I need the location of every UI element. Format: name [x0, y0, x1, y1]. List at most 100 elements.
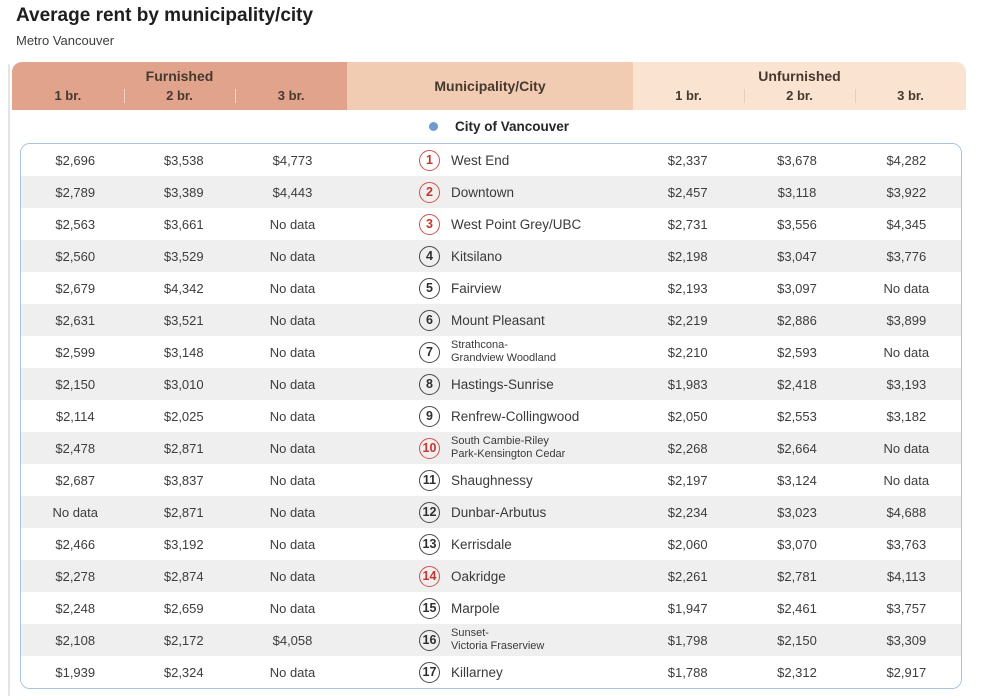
cell-unfurnished-2br: $2,461: [777, 600, 817, 616]
cell-furnished-3br: No data: [269, 344, 316, 360]
cell-unfurnished-1br: $2,210: [667, 344, 708, 360]
cell-unfurnished-3br: $4,345: [886, 216, 927, 232]
municipality-cell: 16 Sunset- Victoria Fraserview: [347, 627, 633, 653]
page-title: Average rent by municipality/city: [16, 5, 314, 26]
cell-furnished-2br: $2,025: [163, 408, 204, 424]
row-number-badge: 16: [419, 629, 440, 651]
cell-unfurnished-3br: $3,899: [886, 312, 927, 328]
table-row: $2,478 $2,871 No data 10 South Cambie-Ri…: [21, 432, 961, 464]
cell-furnished-2br: $3,837: [163, 472, 204, 488]
row-number-badge: 9: [419, 405, 440, 427]
cell-unfurnished-2br: $2,553: [777, 408, 817, 424]
cell-furnished-2br: $4,342: [163, 280, 204, 296]
cell-furnished-1br: $2,108: [55, 632, 96, 648]
cell-unfurnished-3br: No data: [883, 440, 930, 456]
cell-unfurnished-1br: $2,197: [667, 472, 708, 488]
header-group-unfurnished: Unfurnished 1 br. 2 br. 3 br.: [633, 62, 966, 110]
group-header-label: City of Vancouver: [455, 119, 570, 134]
cell-unfurnished-3br: $3,182: [886, 408, 927, 424]
cell-furnished-1br: $2,560: [55, 248, 96, 264]
table-row: $2,789 $3,389 $4,443 2 Downtown $2,457 $…: [21, 176, 961, 208]
table-row: $2,563 $3,661 No data 3 West Point Grey/…: [21, 208, 961, 240]
cell-unfurnished-2br: $2,886: [777, 312, 817, 328]
municipality-cell: 13 Kerrisdale: [347, 533, 633, 555]
cell-furnished-3br: No data: [269, 440, 316, 456]
table-row: $2,278 $2,874 No data 14 Oakridge $2,261…: [21, 560, 961, 592]
cell-furnished-3br: No data: [269, 408, 316, 424]
table-row: $2,687 $3,837 No data 11 Shaughnessy $2,…: [21, 464, 961, 496]
cell-unfurnished-3br: No data: [883, 344, 930, 360]
municipality-cell: 7 Strathcona- Grandview Woodland: [347, 339, 633, 365]
cell-unfurnished-3br: No data: [883, 472, 930, 488]
cell-furnished-1br: $2,466: [55, 536, 96, 552]
municipality-cell: 9 Renfrew-Collingwood: [347, 405, 633, 427]
cell-furnished-1br: $2,248: [55, 600, 96, 616]
cell-furnished-2br: $2,871: [163, 440, 204, 456]
row-number-badge: 11: [419, 469, 440, 491]
municipality-cell: 12 Dunbar-Arbutus: [347, 501, 633, 523]
cell-furnished-1br: $2,599: [55, 344, 96, 360]
municipality-cell: 10 South Cambie-Riley Park-Kensington Ced…: [347, 435, 633, 461]
cell-furnished-1br: $2,150: [55, 376, 96, 392]
municipality-cell: 2 Downtown: [347, 181, 633, 203]
header-group-municipality: Municipality/City: [347, 62, 633, 110]
cell-unfurnished-3br: $3,922: [886, 184, 927, 200]
cell-unfurnished-3br: $3,757: [886, 600, 927, 616]
cell-unfurnished-3br: No data: [883, 280, 930, 296]
group-header-cell: City of Vancouver: [347, 110, 633, 143]
municipality-name: Strathcona- Grandview Woodland: [451, 339, 556, 364]
unfurnished-1br-header: 1 br.: [675, 87, 702, 103]
municipality-cell: 1 West End: [347, 149, 633, 171]
cell-unfurnished-1br: $2,050: [667, 408, 708, 424]
row-number-badge: 1: [419, 149, 440, 171]
municipality-cell: 17 Killarney: [347, 661, 633, 683]
municipality-name: Sunset- Victoria Fraserview: [451, 627, 545, 652]
cell-unfurnished-2br: $3,023: [777, 504, 817, 520]
row-number-badge: 4: [419, 245, 440, 267]
cell-unfurnished-2br: $3,070: [777, 536, 817, 552]
header-group-furnished: Furnished 1 br. 2 br. 3 br.: [12, 62, 347, 110]
cell-furnished-1br: $2,687: [55, 472, 96, 488]
furnished-label: Furnished: [145, 67, 214, 84]
cell-furnished-2br: $3,661: [163, 216, 204, 232]
table-row: $2,599 $3,148 No data 7 Strathcona- Grand…: [21, 336, 961, 368]
municipality-name: South Cambie-Riley Park-Kensington Cedar: [451, 435, 566, 460]
cell-unfurnished-3br: $4,688: [886, 504, 927, 520]
municipality-name: Renfrew-Collingwood: [451, 408, 580, 424]
cell-furnished-3br: No data: [269, 504, 316, 520]
cell-furnished-2br: $2,324: [163, 664, 204, 680]
cell-unfurnished-2br: $2,150: [777, 632, 817, 648]
table-row: $2,150 $3,010 No data 8 Hastings-Sunrise…: [21, 368, 961, 400]
cell-furnished-3br: $4,773: [272, 152, 313, 168]
cell-furnished-1br: $2,114: [55, 408, 95, 424]
cell-furnished-1br: $2,679: [55, 280, 96, 296]
cell-unfurnished-3br: $4,282: [886, 152, 927, 168]
unfurnished-subheaders: 1 br. 2 br. 3 br.: [633, 86, 966, 108]
table-header: Furnished 1 br. 2 br. 3 br. Municipality…: [12, 62, 966, 110]
table-body: $2,696 $3,538 $4,773 1 West End $2,337 $…: [20, 143, 962, 689]
municipality-name: Kerrisdale: [451, 536, 512, 552]
cell-unfurnished-2br: $2,781: [777, 568, 817, 584]
furnished-1br-header: 1 br.: [54, 87, 82, 103]
cell-furnished-2br: $2,874: [163, 568, 204, 584]
cell-furnished-3br: No data: [269, 376, 316, 392]
municipality-cell: 8 Hastings-Sunrise: [347, 373, 633, 395]
table-row: $2,631 $3,521 No data 6 Mount Pleasant $…: [21, 304, 961, 336]
cell-unfurnished-2br: $3,556: [777, 216, 817, 232]
page-subtitle: Metro Vancouver: [16, 33, 115, 48]
left-edge-divider: [8, 64, 10, 696]
municipality-cell: 6 Mount Pleasant: [347, 309, 633, 331]
municipality-cell: 4 Kitsilano: [347, 245, 633, 267]
cell-unfurnished-2br: $3,678: [777, 152, 817, 168]
row-number-badge: 10: [419, 437, 440, 459]
municipality-cell: 15 Marpole: [347, 597, 633, 619]
cell-unfurnished-1br: $2,268: [667, 440, 708, 456]
cell-furnished-3br: No data: [269, 248, 316, 264]
cell-unfurnished-2br: $2,312: [777, 664, 817, 680]
cell-unfurnished-1br: $1,788: [667, 664, 708, 680]
row-number-badge: 14: [419, 565, 440, 587]
cell-furnished-2br: $2,172: [163, 632, 204, 648]
cell-furnished-1br: $2,631: [55, 312, 96, 328]
cell-unfurnished-1br: $2,198: [667, 248, 708, 264]
